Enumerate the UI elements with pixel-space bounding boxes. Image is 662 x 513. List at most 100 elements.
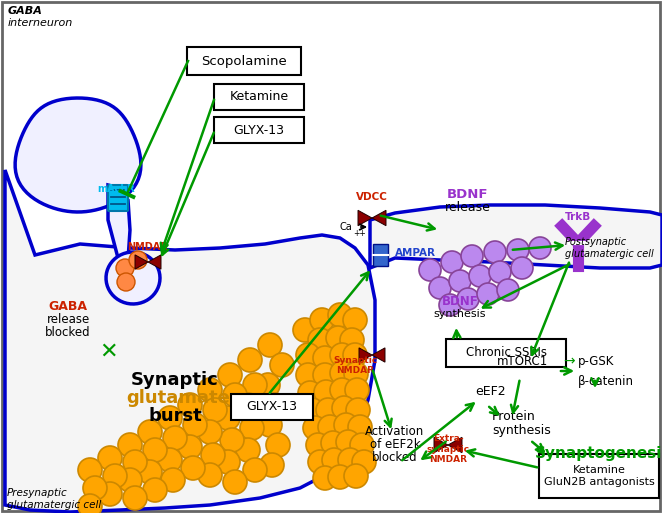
- FancyBboxPatch shape: [446, 339, 566, 367]
- Circle shape: [198, 463, 222, 487]
- Circle shape: [158, 406, 182, 430]
- FancyBboxPatch shape: [214, 117, 304, 143]
- Circle shape: [449, 270, 471, 292]
- Text: burst: burst: [148, 407, 202, 425]
- Polygon shape: [5, 170, 375, 512]
- Polygon shape: [108, 185, 130, 260]
- Circle shape: [477, 283, 499, 305]
- Circle shape: [348, 415, 372, 439]
- Circle shape: [118, 433, 142, 457]
- Circle shape: [313, 466, 337, 490]
- Bar: [373, 244, 387, 266]
- Circle shape: [216, 450, 240, 474]
- Circle shape: [78, 458, 102, 482]
- Polygon shape: [434, 437, 448, 452]
- Text: mAchR: mAchR: [97, 184, 135, 194]
- Circle shape: [308, 328, 332, 352]
- Circle shape: [216, 406, 240, 430]
- Circle shape: [236, 438, 260, 462]
- Circle shape: [346, 398, 370, 422]
- Polygon shape: [358, 210, 372, 226]
- Polygon shape: [135, 255, 148, 269]
- Circle shape: [316, 398, 340, 422]
- Circle shape: [143, 438, 167, 462]
- Circle shape: [161, 468, 185, 492]
- Circle shape: [457, 288, 479, 310]
- Circle shape: [332, 396, 356, 420]
- Circle shape: [138, 460, 162, 484]
- Text: GABA: GABA: [8, 6, 43, 16]
- Circle shape: [256, 373, 280, 397]
- Text: BDNF: BDNF: [442, 295, 479, 308]
- FancyBboxPatch shape: [214, 84, 304, 110]
- Text: Presynaptic: Presynaptic: [7, 488, 68, 498]
- Circle shape: [484, 241, 506, 263]
- Text: Activation: Activation: [365, 425, 424, 438]
- Circle shape: [330, 378, 354, 402]
- Text: Chronic SSRIs: Chronic SSRIs: [465, 346, 547, 360]
- Text: Ketamine: Ketamine: [230, 90, 289, 104]
- Circle shape: [83, 476, 107, 500]
- Circle shape: [223, 470, 247, 494]
- Circle shape: [345, 378, 369, 402]
- Circle shape: [328, 465, 352, 489]
- Circle shape: [441, 251, 463, 273]
- Polygon shape: [359, 348, 372, 362]
- Circle shape: [178, 393, 202, 417]
- Text: GABA: GABA: [48, 300, 87, 313]
- Circle shape: [318, 415, 342, 439]
- Text: synthesis: synthesis: [492, 424, 551, 437]
- Circle shape: [340, 328, 364, 352]
- Polygon shape: [372, 348, 385, 362]
- Polygon shape: [106, 252, 160, 304]
- Text: release: release: [46, 313, 89, 326]
- FancyBboxPatch shape: [539, 454, 659, 498]
- Circle shape: [336, 430, 360, 454]
- Circle shape: [326, 326, 350, 350]
- Circle shape: [116, 259, 134, 277]
- Circle shape: [350, 433, 374, 457]
- Circle shape: [181, 456, 205, 480]
- Circle shape: [123, 486, 147, 510]
- Circle shape: [296, 363, 320, 387]
- Circle shape: [198, 420, 222, 444]
- Text: Postsynaptic: Postsynaptic: [565, 237, 627, 247]
- Circle shape: [298, 381, 322, 405]
- Circle shape: [303, 416, 327, 440]
- Text: ✕: ✕: [99, 342, 117, 362]
- Circle shape: [296, 343, 320, 367]
- Circle shape: [78, 494, 102, 513]
- FancyBboxPatch shape: [187, 47, 301, 75]
- Circle shape: [334, 413, 358, 437]
- Text: Protein: Protein: [492, 410, 536, 423]
- Circle shape: [158, 448, 182, 472]
- Circle shape: [238, 348, 262, 372]
- Text: Ca: Ca: [340, 222, 353, 232]
- Text: β-catenin: β-catenin: [578, 375, 634, 388]
- Text: Extra-
synaptic
NMDAR: Extra- synaptic NMDAR: [426, 434, 469, 464]
- Circle shape: [330, 361, 354, 385]
- Circle shape: [314, 380, 338, 404]
- Circle shape: [300, 398, 324, 422]
- Text: blocked: blocked: [45, 326, 91, 339]
- Text: Scopolamine: Scopolamine: [201, 54, 287, 68]
- Circle shape: [243, 373, 267, 397]
- Polygon shape: [148, 255, 161, 269]
- Text: GLYX-13: GLYX-13: [234, 124, 285, 136]
- Circle shape: [201, 443, 225, 467]
- Text: glutamate: glutamate: [126, 389, 230, 407]
- Circle shape: [223, 383, 247, 407]
- Circle shape: [338, 448, 362, 472]
- Text: TrkB: TrkB: [565, 212, 591, 222]
- Text: interneuron: interneuron: [8, 18, 73, 28]
- Circle shape: [344, 362, 368, 386]
- Circle shape: [497, 279, 519, 301]
- Text: →: →: [563, 354, 575, 368]
- Circle shape: [507, 239, 529, 261]
- Text: AMPAR: AMPAR: [395, 248, 436, 258]
- Text: glutamatergic cell: glutamatergic cell: [7, 500, 101, 510]
- Circle shape: [511, 257, 533, 279]
- Circle shape: [343, 343, 367, 367]
- Circle shape: [198, 378, 222, 402]
- Circle shape: [123, 450, 147, 474]
